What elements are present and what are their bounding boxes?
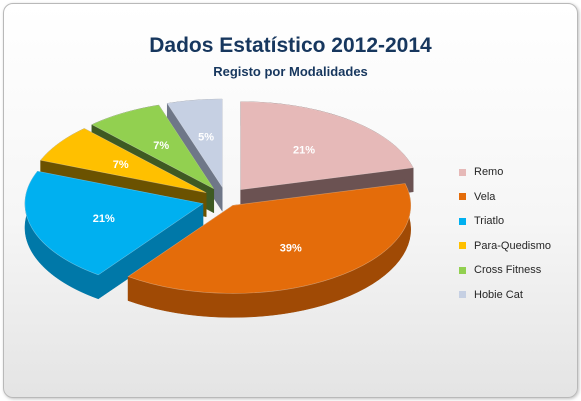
legend-swatch — [459, 266, 466, 274]
legend-item: Cross Fitness — [459, 258, 551, 283]
legend-label: Hobie Cat — [474, 288, 523, 301]
legend-label: Remo — [474, 166, 504, 179]
legend-swatch — [459, 168, 466, 176]
pie-slice-vela: 39% — [127, 183, 412, 318]
chart-title: Dados Estatístico 2012-2014 — [149, 34, 432, 57]
legend-label: Cross Fitness — [474, 264, 542, 277]
legend-item: Vela — [459, 185, 551, 210]
data-label: 7% — [153, 140, 169, 152]
legend-swatch — [459, 291, 466, 299]
legend-swatch — [459, 193, 466, 201]
legend-swatch — [459, 217, 466, 225]
data-label: 7% — [113, 159, 129, 171]
legend-item: Remo — [459, 160, 551, 185]
legend-label: Vela — [474, 190, 496, 203]
data-label: 21% — [93, 213, 115, 225]
pie-slice-triatlo: 21% — [24, 170, 204, 300]
data-label: 21% — [293, 144, 315, 156]
legend-swatch — [459, 242, 466, 250]
data-label: 5% — [198, 132, 214, 144]
legend-label: Para-Quedismo — [474, 239, 552, 252]
chart-legend: Remo Vela Triatlo Para-Quedismo Cross Fitnes… — [459, 160, 551, 307]
legend-item: Hobie Cat — [459, 283, 551, 308]
legend-label: Triatlo — [474, 215, 505, 228]
legend-item: Para-Quedismo — [459, 234, 551, 259]
chart-subtitle: Registo por Modalidades — [213, 64, 368, 79]
legend-item: Triatlo — [459, 209, 551, 234]
data-label: 39% — [280, 243, 302, 255]
